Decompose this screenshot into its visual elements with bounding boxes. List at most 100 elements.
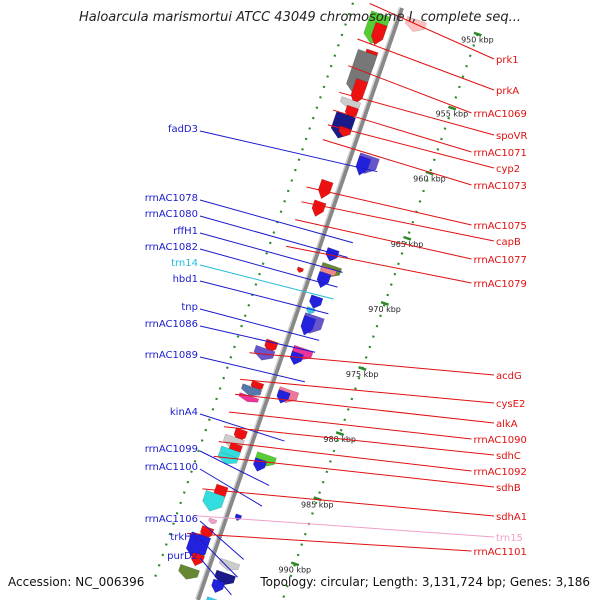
leader-line: [338, 91, 495, 136]
right-gene-label[interactable]: rrnAC1101: [474, 547, 527, 558]
accession-text: Accession: NC_006396: [8, 575, 145, 589]
gene-feature: [218, 557, 241, 571]
scale-tick: [425, 170, 434, 176]
right-gene-label[interactable]: sdhB: [496, 483, 521, 494]
scale-label: 985 kbp: [301, 500, 334, 509]
left-gene-label[interactable]: tnp: [181, 302, 198, 313]
leader-line: [202, 488, 495, 517]
scale-label: 960 kbp: [413, 175, 446, 184]
leader-line: [199, 413, 285, 442]
leader-line: [199, 248, 338, 288]
right-gene-label[interactable]: rrnAC1069: [474, 109, 527, 120]
leader-line: [249, 352, 495, 376]
leader-line: [240, 378, 495, 404]
backbone-ring: [194, 6, 404, 600]
scale-label: 975 kbp: [346, 370, 379, 379]
gene-features: [178, 10, 427, 600]
left-gene-label[interactable]: purD2: [167, 551, 198, 562]
topology-summary: Topology: circular; Length: 3,131,724 bp…: [260, 575, 590, 589]
left-gene-label[interactable]: rrnAC1089: [145, 350, 198, 361]
left-gene-label[interactable]: rrnAC1086: [145, 319, 198, 330]
left-gene-label[interactable]: hbd1: [173, 274, 198, 285]
right-gene-label[interactable]: rrnAC1073: [474, 181, 527, 192]
backbone-line: [196, 7, 404, 600]
leader-line: [348, 65, 472, 114]
leader-line: [235, 393, 495, 424]
left-gene-label[interactable]: rrnAC1082: [145, 242, 198, 253]
left-gene-label[interactable]: rrnAC1078: [145, 193, 198, 204]
leader-line: [327, 124, 495, 169]
left-gene-label[interactable]: rrnAC1106: [145, 514, 198, 525]
right-gene-label[interactable]: rrnAC1090: [474, 435, 527, 446]
right-gene-label[interactable]: rrnAC1077: [474, 255, 527, 266]
gene-feature: [311, 199, 327, 217]
leader-line: [223, 426, 495, 456]
leader-line: [199, 308, 320, 341]
gene-feature: [206, 596, 218, 600]
leader-line: [199, 325, 316, 353]
right-gene-label[interactable]: prkA: [496, 86, 519, 97]
leader-line: [332, 109, 472, 153]
leader-line: [306, 186, 472, 226]
leader-line: [301, 201, 495, 242]
leader-line: [218, 441, 472, 472]
gene-feature: [355, 155, 372, 176]
gene-feature: [178, 563, 200, 580]
right-gene-label[interactable]: acdG: [496, 371, 522, 382]
right-gene-label[interactable]: sdhC: [496, 451, 521, 462]
leader-line: [193, 515, 495, 538]
leader-line: [199, 232, 343, 273]
right-gene-label[interactable]: cyp2: [496, 164, 520, 175]
backbone-highlight: [194, 6, 401, 600]
scale-tick: [335, 431, 345, 437]
right-gene-label[interactable]: rrnAC1092: [474, 467, 527, 478]
scale-label: 990 kbp: [279, 565, 312, 574]
scale-tick: [403, 235, 412, 241]
left-gene-label[interactable]: rrnAC1099: [145, 444, 198, 455]
left-gene-label[interactable]: fadD3: [168, 124, 198, 135]
leader-line: [369, 3, 495, 60]
left-gene-label[interactable]: rrnAC1080: [145, 209, 198, 220]
left-gene-label[interactable]: rrnAC1100: [145, 462, 198, 473]
gene-feature: [211, 578, 226, 594]
right-gene-label[interactable]: rrnAC1079: [474, 279, 527, 290]
right-gene-label[interactable]: alkA: [496, 419, 518, 430]
right-gene-label[interactable]: spoVR: [496, 131, 528, 142]
leader-line: [228, 411, 472, 440]
right-gene-label[interactable]: cysE2: [496, 399, 525, 410]
gene-feature: [240, 383, 263, 397]
left-gene-label[interactable]: kinA4: [170, 407, 198, 418]
leader-line: [199, 199, 353, 244]
right-gene-label[interactable]: sdhA1: [496, 512, 527, 523]
gene-feature: [300, 315, 317, 336]
gene-feature: [296, 266, 304, 273]
leader-line: [199, 356, 306, 383]
leader-line: [199, 215, 348, 259]
scale-tick: [380, 300, 390, 306]
gene-feature: [370, 21, 388, 46]
scale-label: 970 kbp: [368, 305, 401, 314]
right-gene-label[interactable]: capB: [496, 237, 521, 248]
scale-label: 980 kbp: [323, 435, 356, 444]
right-gene-label[interactable]: rrnAC1075: [474, 221, 527, 232]
leader-line: [295, 219, 472, 260]
gene-feature: [339, 96, 362, 109]
right-gene-label[interactable]: prk1: [496, 55, 519, 66]
leader-line: [285, 245, 472, 284]
outer-guide-track: [151, 0, 356, 585]
leader-line: [199, 450, 270, 486]
left-gene-label[interactable]: rffH1: [173, 226, 198, 237]
right-gene-label[interactable]: rrnAC1071: [474, 148, 527, 159]
leader-line: [199, 557, 232, 596]
gene-feature: [208, 517, 218, 525]
leader-line: [199, 538, 238, 578]
left-gene-label[interactable]: trkH1: [170, 532, 198, 543]
scale-label: 950 kbp: [461, 36, 494, 45]
scale-label: 955 kbp: [436, 110, 469, 119]
leader-line: [357, 38, 495, 91]
left-gene-label[interactable]: trn14: [171, 258, 198, 269]
gene-feature: [309, 294, 324, 309]
leader-line: [199, 280, 329, 315]
right-gene-label[interactable]: trn15: [496, 533, 523, 544]
